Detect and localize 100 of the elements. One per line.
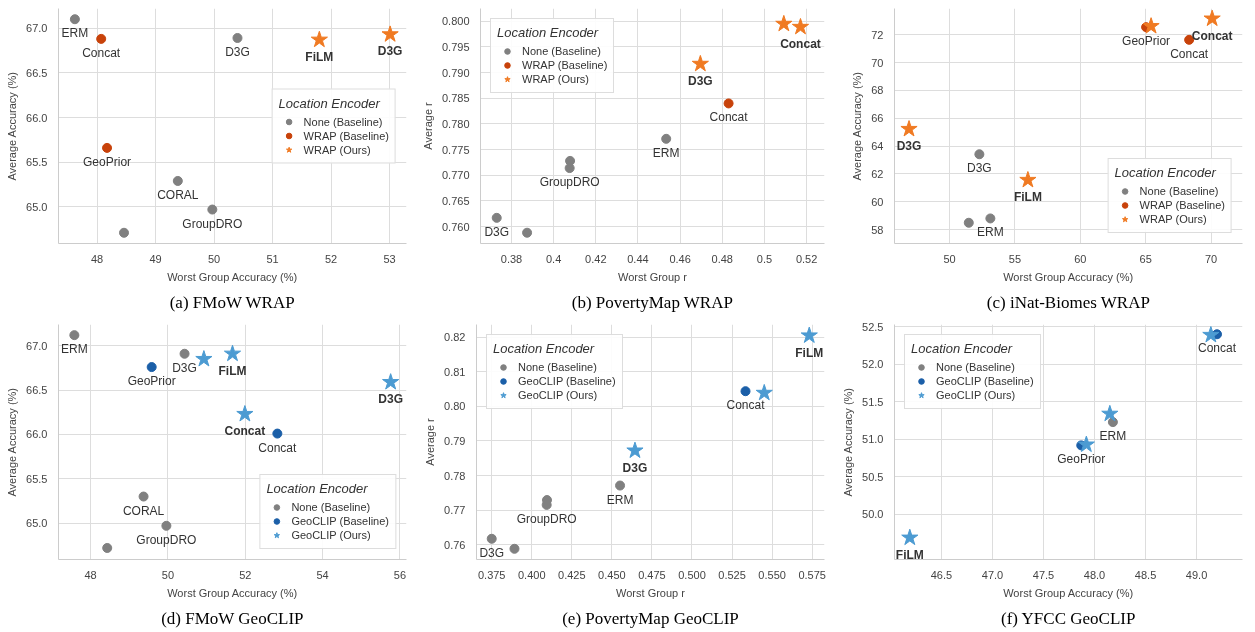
legend-label: GeoCLIP (Ours) [936, 388, 1016, 402]
y-tick-label: 68 [871, 84, 884, 97]
x-tick-label: 0.44 [627, 252, 649, 265]
data-label: GeoPrior [83, 154, 132, 169]
x-axis-title: Worst Group Accuracy (%) [167, 270, 298, 283]
text: (d) FMoW GeoCLIP [161, 608, 304, 628]
y-tick-label: 67.0 [26, 339, 48, 352]
y-tick-label: 0.77 [444, 504, 466, 517]
text: (c) iNat-Biomes WRAP [986, 292, 1150, 312]
data-label: FiLM [305, 49, 334, 64]
y-tick-label: 0.775 [441, 143, 470, 156]
y-tick-label: 0.795 [441, 40, 470, 53]
y-tick-label: 66.0 [26, 111, 48, 124]
data-label: ERM [606, 492, 634, 507]
y-tick-label: 0.81 [444, 365, 466, 378]
y-tick-label: 65.5 [26, 156, 48, 169]
x-tick-label: 0.42 [585, 252, 607, 265]
data-label: GeoPrior [1057, 452, 1106, 467]
y-tick-label: 66.5 [26, 384, 48, 397]
y-tick-label: 66 [871, 112, 884, 125]
x-tick-label: 0.500 [678, 568, 706, 581]
x-tick-label: 60 [1074, 252, 1087, 265]
data-label: D3G [967, 161, 992, 176]
x-tick-label: 56 [393, 568, 407, 581]
legend-label: None (Baseline) [303, 114, 383, 128]
y-tick-label: 62 [871, 167, 884, 180]
legend-label: WRAP (Baseline) [1139, 198, 1225, 212]
y-tick-label: 65.5 [26, 472, 48, 485]
data-label: D3G [172, 360, 197, 375]
data-label: GroupDRO [136, 532, 197, 547]
x-tick-label: 70 [1205, 252, 1218, 265]
y-axis-title: Average Accuracy (%) [6, 71, 19, 181]
x-tick-label: 54 [316, 568, 329, 581]
x-tick-label: 48 [84, 568, 97, 581]
x-tick-label: 0.4 [546, 252, 562, 265]
legend-label: None (Baseline) [936, 360, 1015, 374]
x-tick-label: 47.0 [981, 568, 1004, 581]
legend-title: Location Encoder [493, 341, 596, 356]
data-label: CORAL [157, 187, 199, 202]
data-label: Concat [1170, 46, 1209, 61]
data-label: D3G [622, 460, 648, 475]
legend-label: WRAP (Baseline) [303, 128, 389, 142]
y-tick-label: 60 [871, 195, 884, 208]
legend-title: Location Encoder [1114, 165, 1218, 180]
y-tick-label: 0.79 [444, 434, 466, 447]
x-tick-label: 50 [207, 252, 221, 265]
x-tick-label: 55 [1008, 252, 1022, 265]
legend-title: Location Encoder [278, 95, 382, 110]
x-tick-label: 0.400 [518, 568, 546, 581]
y-tick-label: 0.770 [441, 169, 470, 182]
y-tick-label: 50.0 [862, 508, 884, 521]
x-tick-label: 0.550 [758, 568, 786, 581]
x-tick-label: 52 [324, 252, 338, 265]
y-tick-label: 64 [871, 140, 884, 153]
y-tick-label: 66.5 [26, 66, 48, 79]
y-tick-label: 65.0 [26, 517, 48, 530]
text: (b) PovertyMap WRAP [571, 292, 733, 312]
legend-label: GeoCLIP (Baseline) [518, 374, 616, 388]
y-tick-label: 0.785 [441, 92, 470, 105]
y-tick-label: 70 [871, 56, 884, 69]
data-label: FiLM [895, 547, 924, 562]
y-tick-label: 0.780 [441, 117, 470, 130]
data-label: CORAL [122, 503, 165, 518]
data-label: D3G [896, 139, 922, 154]
x-axis-title: Worst Group r [616, 586, 686, 599]
legend-title: Location Encoder [497, 25, 600, 40]
y-axis-title: Average Accuracy (%) [842, 387, 855, 497]
x-tick-label: 48.5 [1134, 568, 1157, 581]
x-tick-label: 50 [161, 568, 175, 581]
x-tick-label: 0.52 [795, 252, 818, 265]
data-label: GroupDRO [182, 216, 243, 231]
y-tick-label: 0.800 [441, 15, 470, 28]
y-axis-title: Average r [421, 101, 434, 150]
data-label: Concat [1197, 341, 1237, 356]
y-tick-label: 51.5 [862, 395, 884, 408]
x-tick-label: 52 [239, 568, 252, 581]
y-tick-label: 50.5 [862, 470, 884, 483]
x-tick-label: 48.0 [1083, 568, 1106, 581]
data-label: Concat [709, 110, 749, 125]
y-tick-label: 0.78 [444, 469, 466, 482]
data-label: GeoPrior [1122, 34, 1171, 49]
y-tick-label: 51.0 [862, 433, 884, 446]
legend-label: WRAP (Ours) [1139, 212, 1207, 226]
data-label: ERM [61, 26, 89, 41]
data-label: D3G [377, 44, 403, 59]
legend-label: WRAP (Baseline) [522, 58, 608, 72]
x-tick-label: 53 [383, 252, 396, 265]
y-tick-label: 0.760 [441, 220, 470, 233]
x-tick-label: 0.475 [638, 568, 666, 581]
x-tick-label: 65 [1139, 252, 1152, 265]
x-tick-label: 49.0 [1185, 568, 1208, 581]
data-label: D3G [688, 73, 713, 88]
legend-label: WRAP (Ours) [522, 72, 590, 86]
y-axis-title: Average Accuracy (%) [6, 387, 19, 497]
y-tick-label: 52.0 [862, 358, 884, 371]
y-tick-label: 0.790 [441, 66, 470, 79]
data-label: ERM [977, 225, 1004, 240]
data-label: ERM [61, 342, 88, 357]
legend-label: GeoCLIP (Ours) [291, 528, 371, 542]
x-axis-title: Worst Group Accuracy (%) [1003, 270, 1134, 283]
